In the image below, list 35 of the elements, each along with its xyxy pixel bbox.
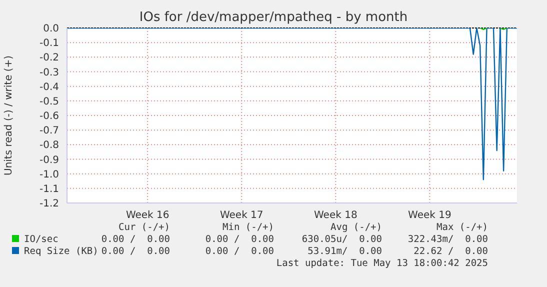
x-tick-label: Week 16 <box>126 210 170 222</box>
y-tick-label: -1.1 <box>39 184 59 195</box>
text: Avg (-/+) <box>330 222 382 234</box>
y-tick-label: -1.2 <box>39 198 59 210</box>
text: Last update: Tue May 13 18:00:42 2025 <box>275 258 488 270</box>
y-tick-label: -0.3 <box>39 67 59 78</box>
text: 0.00 / 0.00 <box>204 234 274 246</box>
text: 53.91m/ 0.00 <box>306 246 382 258</box>
y-tick-label: 0.0 <box>43 24 59 35</box>
text: 0.00 / 0.00 <box>100 234 170 246</box>
text: Min (-/+) <box>222 222 274 234</box>
text: 322.43m/ 0.00 <box>406 234 488 246</box>
y-tick-label: -0.2 <box>39 52 59 64</box>
line-series <box>66 28 518 180</box>
text: Max (-/+) <box>436 222 488 234</box>
x-tick-label: Week 19 <box>408 210 452 222</box>
y-tick-label: -0.1 <box>39 38 59 50</box>
x-tick-label: Week 18 <box>314 210 358 222</box>
chart-title: IOs for /dev/mapper/mpatheq - by month <box>138 10 409 25</box>
legend-label: IO/sec <box>24 234 60 246</box>
text: 0.00 / 0.00 <box>204 246 274 258</box>
legend-label: Req Size (KB) <box>24 246 98 258</box>
text: 22.62 / 0.00 <box>412 246 488 258</box>
text: Cur (-/+) <box>118 222 170 234</box>
y-axis-title: Units read (-) / write (+) <box>4 55 15 176</box>
y-tick-label: -0.9 <box>39 154 59 166</box>
text: 630.05u/ 0.00 <box>300 234 382 246</box>
y-tick-label: -0.7 <box>39 126 59 137</box>
y-tick-label: -0.4 <box>39 82 59 93</box>
text: 0.00 / 0.00 <box>101 246 170 257</box>
x-tick-label: Week 17 <box>220 210 264 222</box>
y-tick-label: -0.8 <box>39 140 59 152</box>
y-tick-label: -1.0 <box>39 169 59 180</box>
y-tick-label: -0.6 <box>39 111 59 122</box>
y-tick-label: -0.5 <box>39 96 59 108</box>
